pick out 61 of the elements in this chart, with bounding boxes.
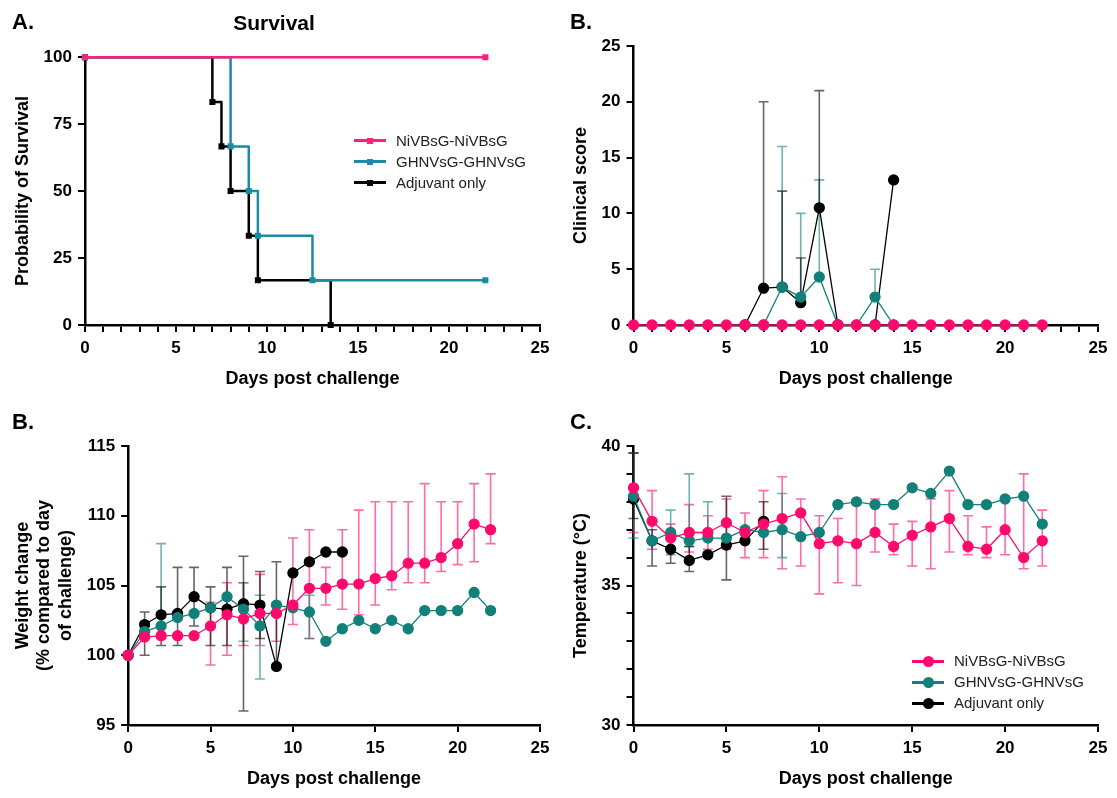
text: B. <box>570 9 592 35</box>
x-tick-label: 20 <box>995 337 1015 357</box>
x-tick-label: 15 <box>902 737 922 757</box>
y-tick-label: 35 <box>601 575 621 595</box>
y-tick-label: 75 <box>53 113 72 133</box>
x-axis-title: Days post challenge <box>778 768 953 789</box>
text: A. <box>12 9 34 35</box>
y-tick-label: 95 <box>96 714 116 734</box>
y-tick-label: 100 <box>86 644 116 664</box>
x-tick-label: 25 <box>1088 337 1108 357</box>
x-tick-label: 20 <box>439 337 459 357</box>
x-tick-label: 25 <box>530 337 550 357</box>
x-tick-label: 0 <box>123 737 133 757</box>
y-tick-label: 15 <box>601 147 621 167</box>
y-tick-label: 110 <box>87 505 116 525</box>
y-tick-label: 100 <box>43 46 72 66</box>
x-tick-label: 15 <box>348 337 368 357</box>
y-tick-label: 115 <box>87 435 116 455</box>
y-tick-label: 0 <box>62 314 72 334</box>
x-tick-label: 5 <box>721 737 732 757</box>
y-tick-label: 10 <box>601 203 621 223</box>
y-axis-title: Clinical score <box>569 126 590 245</box>
text: B. <box>12 409 34 435</box>
y-tick-label: 40 <box>601 435 621 455</box>
y-tick-label: 25 <box>601 35 621 55</box>
text: C. <box>570 409 592 435</box>
x-tick-label: 0 <box>628 337 639 357</box>
y-axis-title: Probability of Survival <box>11 96 32 287</box>
x-tick-label: 5 <box>721 337 732 357</box>
y-axis-title: Weight change (% compared to day of challenge) <box>11 499 75 672</box>
y-tick-label: 30 <box>601 714 621 734</box>
x-tick-label: 15 <box>902 337 922 357</box>
y-tick-label: 0 <box>611 314 621 334</box>
x-axis-title: Days post challenge <box>225 368 400 389</box>
legend-label: GHNVsG-GHNVsG <box>396 151 527 172</box>
legend-label: NiVBsG-NiVBsG <box>396 130 508 151</box>
x-tick-label: 10 <box>809 737 829 757</box>
y-axis-title: Temperature (°C) <box>569 513 590 658</box>
x-tick-label: 20 <box>995 737 1015 757</box>
legend-label: Adjuvant only <box>954 693 1045 713</box>
x-tick-label: 10 <box>283 737 303 757</box>
x-axis-title: Days post challenge <box>247 768 422 789</box>
y-tick-label: 5 <box>611 258 621 278</box>
x-tick-label: 10 <box>257 337 277 357</box>
y-tick-label: 25 <box>53 247 72 267</box>
legend-label: GHNVsG-GHNVsG <box>954 672 1085 692</box>
x-tick-label: 5 <box>205 737 216 757</box>
y-tick-label: 50 <box>53 180 72 200</box>
y-tick-label: 105 <box>86 575 116 595</box>
x-tick-label: 25 <box>1088 737 1108 757</box>
x-tick-label: 10 <box>809 337 829 357</box>
x-axis-title: Days post challenge <box>778 368 953 389</box>
x-tick-label: 25 <box>530 737 550 757</box>
y-tick-label: 20 <box>601 91 621 111</box>
x-tick-label: 5 <box>171 337 181 357</box>
x-tick-label: 15 <box>365 737 385 757</box>
legend-label: Adjuvant only <box>396 172 487 193</box>
chart-title: Survival <box>233 11 315 35</box>
x-tick-label: 0 <box>628 737 639 757</box>
x-tick-label: 20 <box>448 737 468 757</box>
legend-label: NiVBsG-NiVBsG <box>954 651 1066 671</box>
